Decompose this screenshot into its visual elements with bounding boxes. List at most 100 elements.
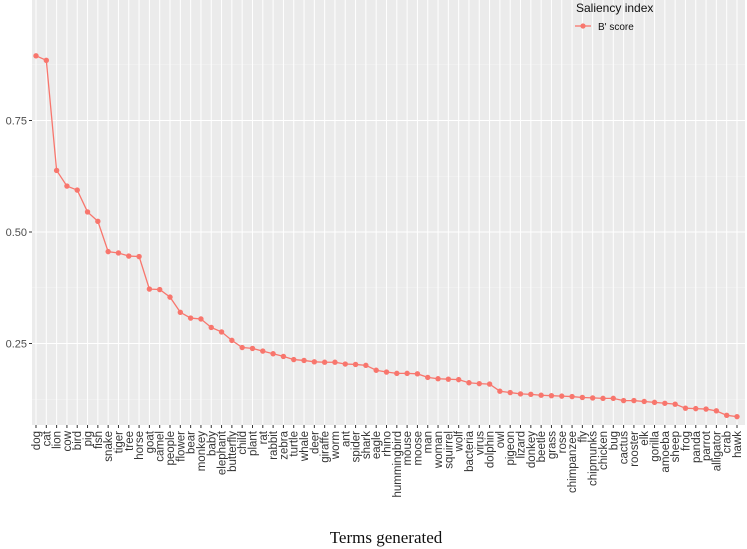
data-point xyxy=(672,401,678,407)
data-point xyxy=(198,316,204,322)
data-point xyxy=(352,361,359,368)
x-tick-label: turtle xyxy=(289,431,301,457)
x-tick-label: baby xyxy=(206,431,218,456)
data-point xyxy=(734,413,740,420)
data-point xyxy=(280,353,287,360)
x-tick-label: bacteria xyxy=(464,430,476,472)
data-point xyxy=(146,286,153,292)
x-tick-label: amoeba xyxy=(660,430,672,472)
x-tick-label: parrot xyxy=(701,430,713,461)
data-point xyxy=(84,209,91,215)
x-tick-label: rose xyxy=(557,431,569,453)
data-point xyxy=(218,329,225,335)
y-tick-label: 0.25 xyxy=(6,339,27,351)
data-point xyxy=(466,380,472,386)
x-tick-label: elk xyxy=(639,431,651,446)
data-point xyxy=(486,381,493,387)
major-gridlines xyxy=(32,0,745,425)
x-tick-label: crab xyxy=(722,431,734,453)
x-tick-label: bear xyxy=(186,431,198,454)
data-point xyxy=(74,187,80,193)
data-point xyxy=(64,183,70,189)
legend: Saliency index B' score xyxy=(575,1,653,33)
x-tick-label: rooster xyxy=(629,431,641,467)
x-tick-label: gorilla xyxy=(650,430,662,461)
data-point xyxy=(548,392,555,399)
x-tick-label: grass xyxy=(546,431,558,459)
data-point xyxy=(43,57,50,63)
data-point xyxy=(311,359,318,365)
legend-label: B' score xyxy=(598,22,634,33)
x-tick-label: chicken xyxy=(598,431,610,470)
data-point xyxy=(291,356,297,363)
x-tick-label: rhino xyxy=(382,431,394,457)
data-point xyxy=(507,389,513,396)
x-tick-label: horse xyxy=(134,431,146,460)
data-point xyxy=(115,250,122,256)
data-point xyxy=(682,405,689,411)
y-axis-ticks: 0.25 0.50 0.75 xyxy=(6,116,32,351)
x-tick-label: lion xyxy=(52,431,64,449)
x-tick-label: panda xyxy=(691,430,703,463)
data-point xyxy=(126,253,132,259)
data-point xyxy=(187,315,194,321)
x-tick-label: spider xyxy=(351,431,363,462)
data-point xyxy=(662,400,668,406)
x-tick-label: frog xyxy=(680,431,692,451)
data-point xyxy=(229,337,235,344)
data-point xyxy=(95,218,101,224)
x-tick-label: elephant xyxy=(217,430,229,475)
x-tick-label: mouse xyxy=(402,431,414,466)
x-axis-ticks: dogcatlioncowbirdpigfishsnaketigertreeho… xyxy=(31,425,744,497)
x-tick-label: rabbit xyxy=(268,430,280,460)
data-point xyxy=(610,395,616,402)
x-tick-label: alligator xyxy=(711,431,723,471)
data-point xyxy=(363,362,369,369)
x-tick-label: bird xyxy=(72,431,84,450)
x-tick-label: rat xyxy=(258,430,270,444)
data-point xyxy=(157,286,163,293)
x-tick-label: camel xyxy=(155,431,167,462)
x-tick-label: goat xyxy=(144,430,156,453)
x-tick-label: worm xyxy=(330,431,342,460)
x-tick-label: lizard xyxy=(516,431,528,458)
data-point xyxy=(538,392,544,398)
legend-key-point xyxy=(580,23,586,29)
data-point xyxy=(641,398,647,405)
data-point xyxy=(105,248,111,255)
data-point xyxy=(425,374,431,381)
data-point xyxy=(342,361,348,367)
data-point xyxy=(270,351,276,357)
x-tick-label: dolphin xyxy=(485,431,497,468)
x-tick-label: sheep xyxy=(670,431,682,462)
data-point xyxy=(136,253,142,260)
x-tick-label: pig xyxy=(83,431,95,446)
data-point xyxy=(651,399,658,406)
data-point xyxy=(383,369,390,375)
x-tick-label: beetle xyxy=(536,431,548,462)
x-tick-label: chipmunks xyxy=(588,431,600,486)
x-tick-label: bug xyxy=(608,431,620,450)
x-tick-label: people xyxy=(165,431,177,466)
x-tick-label: monkey xyxy=(196,431,208,472)
data-points xyxy=(33,53,740,420)
x-tick-label: plant xyxy=(247,430,259,456)
data-point xyxy=(620,397,627,404)
data-point xyxy=(600,395,606,402)
x-tick-label: virus xyxy=(474,431,486,456)
x-tick-label: fly xyxy=(577,431,589,443)
data-point xyxy=(517,391,524,397)
x-tick-label: squirrel xyxy=(443,431,455,469)
legend-title: Saliency index xyxy=(576,1,653,15)
x-tick-label: butterfly xyxy=(227,431,239,472)
panel-background xyxy=(32,0,745,425)
data-point xyxy=(414,371,421,377)
data-point xyxy=(249,345,256,352)
data-point xyxy=(208,324,214,331)
x-tick-label: giraffe xyxy=(320,431,332,463)
data-point xyxy=(445,376,452,382)
data-point xyxy=(703,406,709,412)
x-tick-label: zebra xyxy=(278,430,290,459)
data-point xyxy=(559,393,565,399)
data-point xyxy=(497,388,503,394)
